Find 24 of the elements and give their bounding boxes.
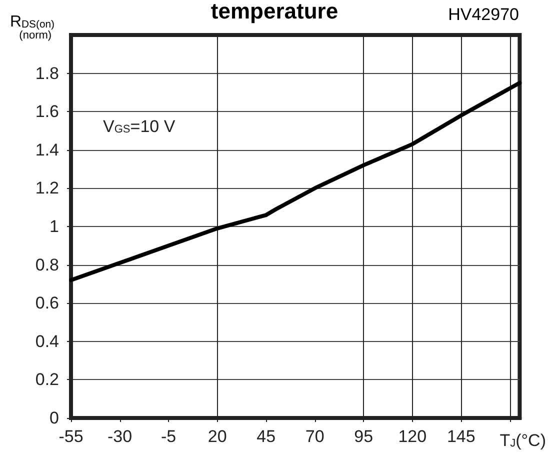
chart-title: temperature [210,0,338,24]
x-tick-label: 45 [256,427,276,446]
y-tick-label: 1.2 [35,178,59,198]
y-tick-label: 0.2 [35,370,59,390]
x-tick-label: -5 [160,427,176,446]
y-tick-label: 0.8 [35,255,59,274]
x-axis-title: TJ(°C) [500,431,546,450]
x-tick-label: 20 [208,427,227,446]
x-tick-label: 145 [446,427,476,446]
x-tick-label: -30 [107,427,132,446]
y-tick-label: 1.8 [35,64,59,83]
y-axis-title: RDS(on) (norm) [10,14,54,42]
text: HV42970 [448,5,519,24]
x-tick-label: 70 [305,427,324,446]
y-tick-label: 1 [50,217,59,236]
y-tick-label: 0.4 [35,332,59,351]
y-tick-label: 1.6 [35,102,59,122]
y-tick-label: 0 [50,408,59,428]
y-tick-label: 0.6 [35,294,59,313]
x-tick-label: 120 [398,427,427,446]
x-tick-label: 95 [354,427,374,446]
annotation: VGS=10 V [103,117,176,136]
y-tick-label: 1.4 [35,140,59,160]
x-tick-label: -55 [58,427,84,446]
